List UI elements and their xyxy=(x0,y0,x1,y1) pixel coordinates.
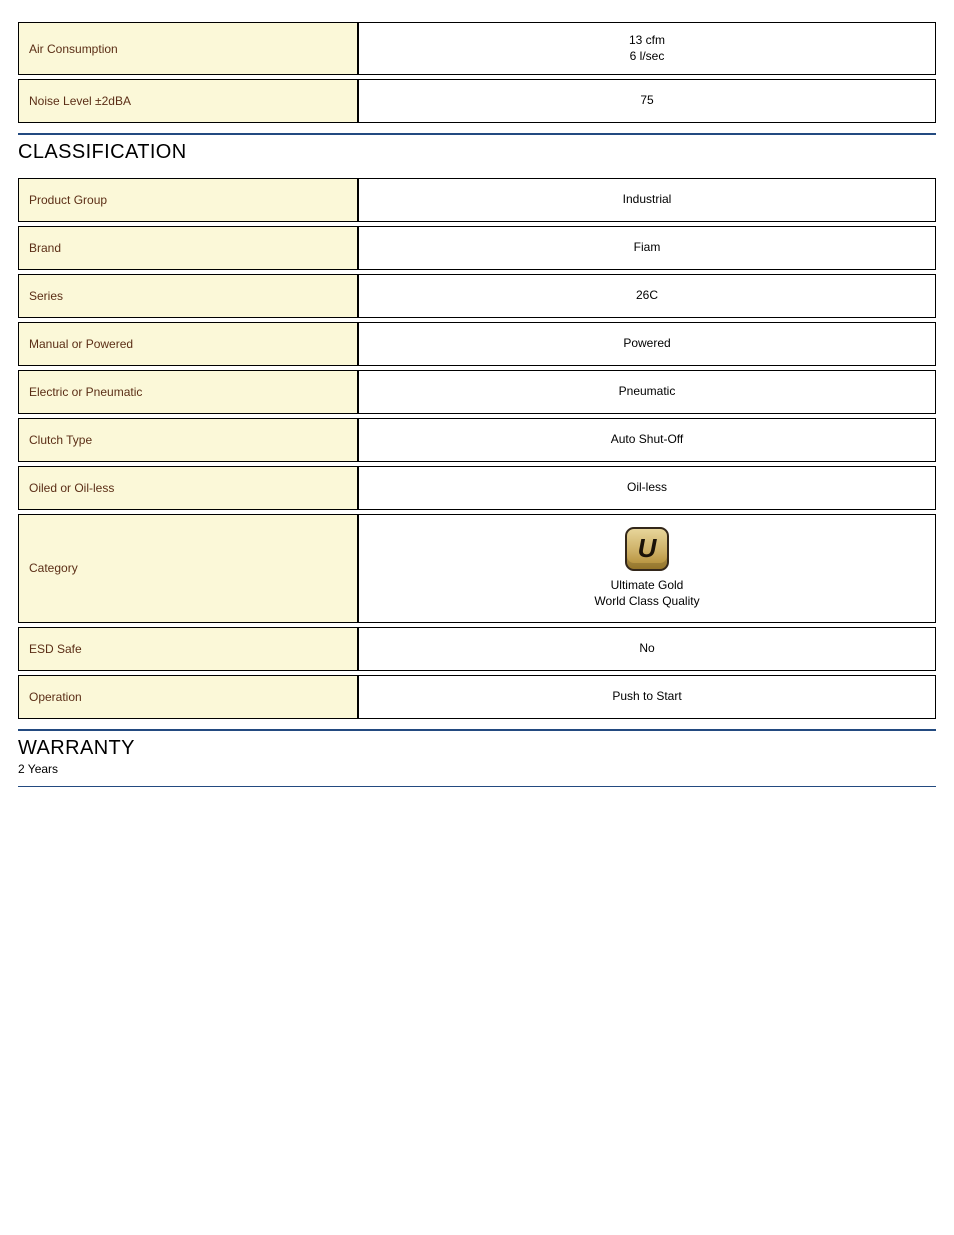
spec-value: Pneumatic xyxy=(358,370,936,414)
table-row: Series 26C xyxy=(18,274,936,318)
table-row: ESD Safe No xyxy=(18,627,936,671)
spec-value: 26C xyxy=(358,274,936,318)
spec-label: Air Consumption xyxy=(18,22,358,75)
spec-value: Fiam xyxy=(358,226,936,270)
spec-label: Oiled or Oil-less xyxy=(18,466,358,510)
spec-label: Operation xyxy=(18,675,358,719)
section-divider xyxy=(18,786,936,787)
category-line2: World Class Quality xyxy=(369,593,925,609)
spec-value: Oil-less xyxy=(358,466,936,510)
spec-value: Powered xyxy=(358,322,936,366)
spec-value: Push to Start xyxy=(358,675,936,719)
spec-label: Clutch Type xyxy=(18,418,358,462)
table-row: Air Consumption 13 cfm6 l/sec xyxy=(18,22,936,75)
section-divider xyxy=(18,729,936,731)
classification-heading: CLASSIFICATION xyxy=(18,141,936,164)
spec-value: 75 xyxy=(358,79,936,123)
table-row: Brand Fiam xyxy=(18,226,936,270)
ultimate-gold-badge-icon: U xyxy=(625,527,669,571)
spec-value: No xyxy=(358,627,936,671)
spec-value: 13 cfm6 l/sec xyxy=(358,22,936,75)
table-row: Manual or Powered Powered xyxy=(18,322,936,366)
table-row: Noise Level ±2dBA 75 xyxy=(18,79,936,123)
spec-label: Series xyxy=(18,274,358,318)
spec-value: Auto Shut-Off xyxy=(358,418,936,462)
category-line1: Ultimate Gold xyxy=(369,577,925,593)
top-spec-table: Air Consumption 13 cfm6 l/sec Noise Leve… xyxy=(18,18,936,127)
table-row: Category U Ultimate Gold World Class Qua… xyxy=(18,514,936,622)
category-value-cell: U Ultimate Gold World Class Quality xyxy=(358,514,936,622)
spec-label: Brand xyxy=(18,226,358,270)
spec-label: Noise Level ±2dBA xyxy=(18,79,358,123)
spec-label: ESD Safe xyxy=(18,627,358,671)
table-row: Oiled or Oil-less Oil-less xyxy=(18,466,936,510)
spec-label: Product Group xyxy=(18,178,358,222)
page: Air Consumption 13 cfm6 l/sec Noise Leve… xyxy=(0,0,954,787)
spec-label: Manual or Powered xyxy=(18,322,358,366)
section-divider xyxy=(18,133,936,135)
spec-label: Category xyxy=(18,514,358,622)
table-row: Operation Push to Start xyxy=(18,675,936,719)
table-row: Clutch Type Auto Shut-Off xyxy=(18,418,936,462)
warranty-heading: WARRANTY xyxy=(18,737,936,760)
spec-label: Electric or Pneumatic xyxy=(18,370,358,414)
warranty-text: 2 Years xyxy=(18,762,936,776)
spec-value: Industrial xyxy=(358,178,936,222)
classification-table: Product Group Industrial Brand Fiam Seri… xyxy=(18,174,936,722)
table-row: Product Group Industrial xyxy=(18,178,936,222)
table-row: Electric or Pneumatic Pneumatic xyxy=(18,370,936,414)
